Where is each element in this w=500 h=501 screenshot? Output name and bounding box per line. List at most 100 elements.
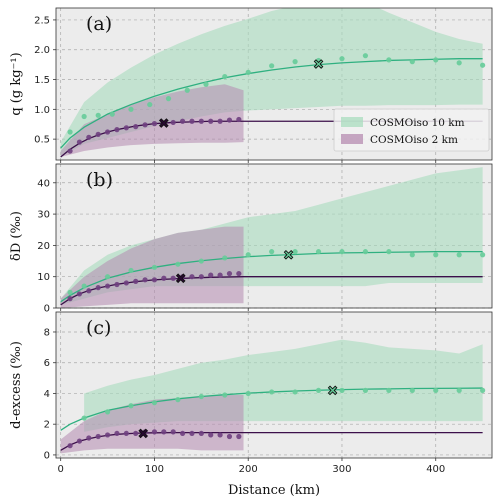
data-point-green [339,56,345,62]
x-tick-label: 0 [58,464,64,475]
y-tick-label: 40 [37,178,50,189]
data-point-purple [170,429,176,435]
data-point-green [222,73,228,80]
data-point-purple [86,134,92,140]
legend-label: COSMOiso 10 km [370,117,465,129]
y-tick-label: 1.0 [34,105,50,116]
data-point-green [81,415,87,421]
data-point-purple [151,429,158,435]
y-tick-label: 0.5 [34,135,50,146]
data-point-purple [217,432,223,438]
data-point-green [292,389,298,395]
data-point-purple [142,277,148,283]
data-point-purple [179,118,186,124]
data-point-green [386,57,392,63]
data-point-green [165,96,172,102]
data-point-purple [151,277,158,283]
legend-swatch [341,134,363,144]
data-point-green [109,111,115,117]
data-point-purple [76,291,83,297]
data-point-purple [236,433,242,440]
marker-x-green [327,385,338,396]
x-tick-label: 300 [332,464,351,475]
marker-x-purple [138,428,149,439]
data-point-purple [198,430,204,437]
marker-x-green [283,249,294,260]
legend: COSMOiso 10 km COSMOiso 2 km [333,108,490,152]
data-point-green [104,274,111,280]
data-point-purple [86,288,92,294]
data-point-green [128,267,134,274]
data-point-purple [104,432,111,438]
data-point-green [203,81,209,87]
data-point-green [292,59,298,65]
data-point-green [95,112,101,118]
y-tick-label: 20 [37,241,50,252]
panels: 0.51.01.52.02.5q (g kg⁻¹)(a)010203040δD … [9,7,493,475]
plot-frame [55,7,493,161]
data-point-green [245,252,251,258]
data-point-green [175,397,181,403]
data-point-purple [114,281,120,288]
data-point-green [245,69,251,75]
marker-x-purple [175,273,186,284]
data-point-green [480,62,486,68]
data-point-green [315,249,322,255]
fit-line-green [60,251,483,303]
data-point-purple [198,118,204,124]
data-point-green [147,101,153,108]
data-point-purple [189,430,195,437]
data-point-purple [95,131,101,137]
panel-label: (c) [86,317,111,339]
x-axis-label: Distance (km) [228,483,320,498]
data-point-green [151,400,158,406]
data-point-green [269,249,275,255]
data-point-purple [208,118,214,124]
x-tick-label: 100 [145,464,164,475]
data-point-green [222,255,228,261]
data-point-green [339,387,345,393]
data-point-green [198,393,204,400]
data-point-purple [198,274,204,280]
data-point-purple [170,119,176,126]
data-point-purple [179,430,186,437]
data-point-green [128,106,134,112]
data-point-green [433,252,439,258]
data-point-purple [104,129,111,135]
data-point-purple [170,275,176,281]
y-tick-label: 1.5 [34,75,50,86]
data-point-green [151,264,158,270]
y-tick-label: 2 [44,420,50,431]
data-point-green [222,392,228,398]
plot-frame [55,311,493,459]
x-tick-label: 400 [426,464,445,475]
data-point-purple [189,118,195,124]
legend-box [333,108,490,152]
fit-line-green [60,387,483,431]
data-point-green [292,249,298,255]
data-point-green [362,53,369,59]
data-point-green [104,409,111,415]
y-tick-label: 2.0 [34,45,50,56]
marker-x-green [313,59,324,69]
data-point-purple [133,430,139,437]
data-point-green [362,387,369,393]
data-point-purple [133,124,139,130]
data-point-purple [76,139,83,145]
data-point-purple [226,270,233,277]
data-point-green [269,389,275,395]
data-point-green [362,249,369,255]
series-group [60,339,486,454]
data-point-green [386,249,392,255]
data-point-purple [151,121,158,127]
y-axis-label: d-excess (‰) [9,341,24,429]
legend-label: COSMOiso 2 km [370,134,458,146]
series-group [60,8,486,158]
data-point-green [480,387,486,393]
data-point-green [175,261,181,267]
data-point-purple [86,435,92,441]
data-point-green [386,387,392,393]
series-group [60,167,486,308]
data-point-green [433,57,439,63]
